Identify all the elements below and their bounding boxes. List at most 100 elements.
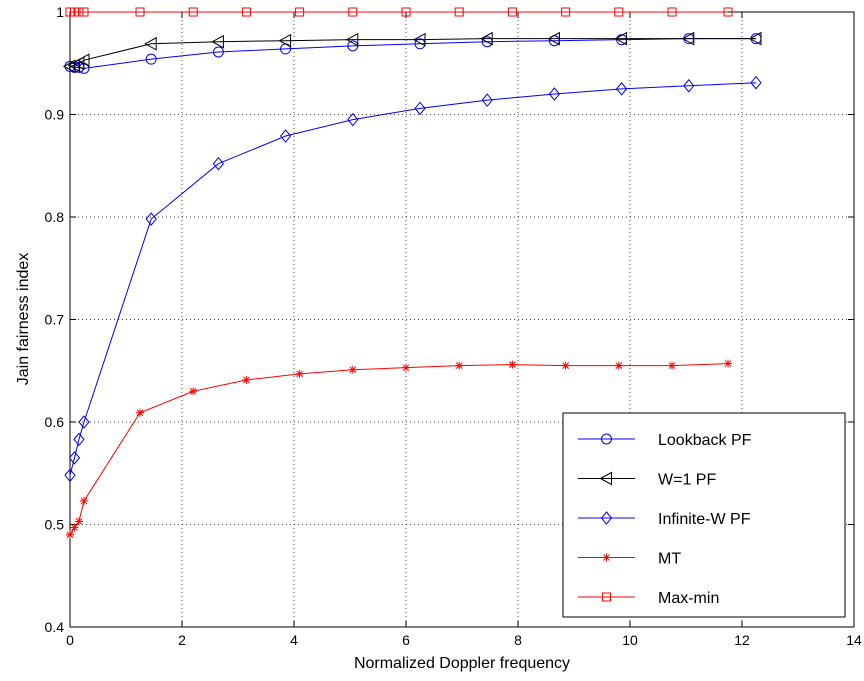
data-point-asterisk bbox=[80, 496, 88, 505]
y-tick-label: 0.8 bbox=[45, 209, 65, 225]
data-point-square bbox=[79, 7, 89, 17]
data-point-square bbox=[723, 7, 733, 17]
data-point-triangle bbox=[547, 31, 560, 46]
data-point-square bbox=[401, 7, 411, 17]
legend-box bbox=[562, 412, 846, 618]
data-point-asterisk bbox=[602, 553, 611, 562]
data-point-diamond bbox=[78, 415, 90, 429]
legend-label: Lookback PF bbox=[658, 432, 752, 449]
asterisk-stroke bbox=[75, 518, 83, 525]
data-point-diamond bbox=[750, 75, 762, 90]
series-3 bbox=[64, 75, 762, 483]
data-point-diamond bbox=[615, 82, 628, 96]
legend: Lookback PF W=1 PF Infinite-W PF MT Max-min bbox=[562, 412, 846, 618]
data-point-circle bbox=[601, 433, 612, 445]
series-5 bbox=[65, 7, 733, 17]
data-point-square bbox=[241, 7, 251, 17]
x-tick-label: 10 bbox=[622, 632, 638, 648]
legend-label: MT bbox=[658, 551, 681, 568]
data-point-asterisk bbox=[724, 359, 732, 368]
data-point-diamond bbox=[414, 101, 426, 116]
x-tick-label: 14 bbox=[846, 632, 862, 648]
data-point-diamond bbox=[73, 432, 85, 447]
data-point-square bbox=[295, 7, 305, 17]
legend-entry: Lookback PF bbox=[578, 432, 752, 449]
data-point-square bbox=[614, 7, 624, 17]
data-point-asterisk bbox=[242, 375, 251, 384]
data-point-triangle bbox=[748, 31, 762, 46]
data-point-asterisk bbox=[189, 387, 198, 396]
data-point-asterisk bbox=[70, 523, 79, 532]
x-tick-label: 0 bbox=[66, 632, 74, 648]
data-point-triangle bbox=[76, 53, 90, 68]
x-tick-label: 8 bbox=[514, 632, 522, 648]
y-axis-title: Jain fairness index bbox=[15, 253, 32, 386]
data-point-diamond bbox=[347, 112, 359, 127]
data-point-asterisk bbox=[74, 517, 83, 526]
data-point-asterisk bbox=[561, 361, 570, 370]
x-tick-label: 12 bbox=[734, 632, 750, 648]
data-point-asterisk bbox=[508, 360, 517, 369]
asterisk-stroke bbox=[243, 376, 250, 384]
data-point-triangle bbox=[614, 31, 628, 46]
data-point-triangle bbox=[278, 33, 292, 48]
data-point-square bbox=[135, 7, 145, 17]
asterisk-stroke bbox=[71, 524, 78, 531]
data-point-square bbox=[667, 7, 677, 17]
legend-label: W=1 PF bbox=[658, 472, 716, 489]
data-point-square bbox=[561, 7, 571, 17]
data-point-square bbox=[454, 7, 464, 17]
data-point-asterisk bbox=[402, 363, 410, 372]
data-point-diamond bbox=[548, 87, 561, 101]
series-layer bbox=[62, 7, 762, 539]
x-tick-label: 2 bbox=[178, 632, 186, 648]
data-point-asterisk bbox=[668, 361, 676, 370]
series-line bbox=[69, 363, 729, 536]
x-tick-label: 6 bbox=[402, 632, 410, 648]
y-tick-label: 0.5 bbox=[45, 517, 65, 533]
data-point-circle bbox=[145, 53, 157, 65]
asterisk-stroke bbox=[724, 360, 732, 367]
data-point-triangle bbox=[412, 32, 426, 47]
data-point-triangle bbox=[144, 36, 157, 51]
data-point-asterisk bbox=[136, 408, 144, 417]
data-point-diamond bbox=[279, 129, 292, 143]
data-point-diamond bbox=[212, 156, 225, 171]
data-point-triangle bbox=[480, 31, 493, 46]
data-point-square bbox=[188, 7, 198, 17]
asterisk-stroke bbox=[615, 362, 623, 369]
legend-entry: W=1 PF bbox=[578, 472, 716, 489]
series-line bbox=[69, 82, 757, 476]
data-point-diamond bbox=[481, 93, 493, 107]
data-point-triangle bbox=[62, 59, 76, 74]
asterisk-stroke bbox=[66, 531, 74, 539]
legend-entry: MT bbox=[578, 551, 681, 568]
y-tick-label: 0.7 bbox=[45, 312, 65, 328]
asterisk-stroke bbox=[402, 364, 410, 372]
asterisk-stroke bbox=[668, 362, 676, 369]
y-tick-label: 0.6 bbox=[45, 414, 65, 430]
asterisk-stroke bbox=[455, 362, 463, 369]
asterisk-stroke bbox=[349, 366, 357, 374]
axis-ticks: 0 2 4 6 8 10 12 14 0.4 0.5 0.6 0.7 0.8 0.9 1 bbox=[45, 4, 862, 648]
data-point-triangle bbox=[211, 34, 224, 49]
data-point-triangle bbox=[345, 32, 359, 47]
asterisk-stroke bbox=[603, 554, 610, 561]
data-point-asterisk bbox=[614, 361, 623, 370]
y-tick-label: 0.9 bbox=[45, 107, 65, 123]
x-axis-title: Normalized Doppler frequency bbox=[354, 655, 570, 672]
series-4 bbox=[66, 359, 732, 539]
asterisk-stroke bbox=[296, 370, 303, 378]
data-point-square bbox=[348, 7, 358, 17]
legend-label: Infinite-W PF bbox=[658, 511, 751, 528]
data-point-asterisk bbox=[455, 361, 464, 370]
data-point-square bbox=[602, 592, 611, 602]
data-point-square bbox=[507, 7, 517, 17]
y-tick-label: 1 bbox=[56, 4, 64, 20]
asterisk-stroke bbox=[509, 361, 516, 368]
data-point-asterisk bbox=[295, 369, 304, 378]
x-tick-label: 4 bbox=[290, 632, 298, 648]
data-point-diamond bbox=[683, 79, 695, 93]
asterisk-stroke bbox=[136, 409, 144, 417]
